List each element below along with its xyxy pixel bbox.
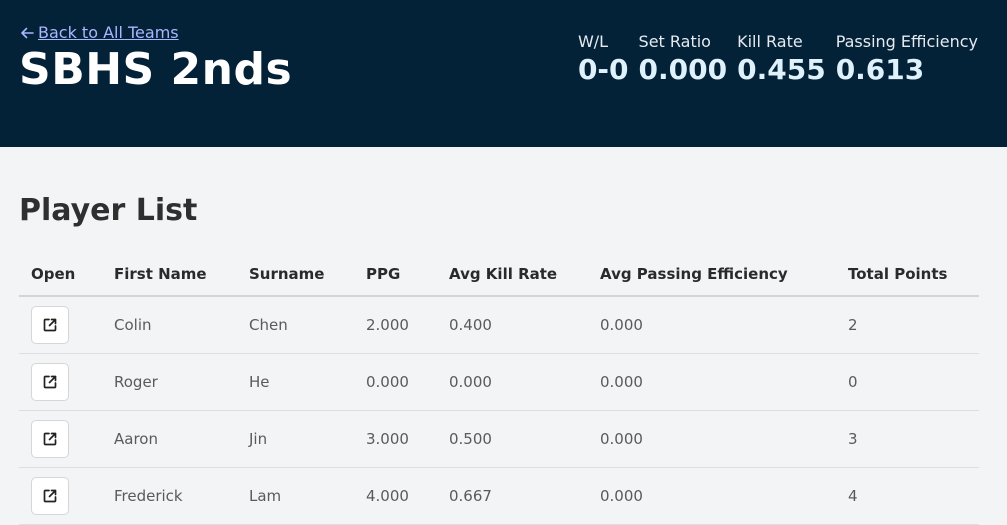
stat-passing-efficiency: Passing Efficiency 0.613 xyxy=(836,32,978,86)
external-link-icon xyxy=(43,375,57,389)
team-stats: W/L 0-0 Set Ratio 0.000 Kill Rate 0.455 … xyxy=(578,32,978,86)
avg-passing-efficiency-cell: 0.000 xyxy=(600,430,643,448)
open-player-button[interactable] xyxy=(31,306,69,344)
column-header-avg-kill-rate: Avg Kill Rate xyxy=(449,265,558,283)
table-row: Frederick Lam 4.000 0.667 0.000 4 xyxy=(19,468,979,525)
avg-passing-efficiency-cell: 0.000 xyxy=(600,316,643,334)
player-table: Open First Name Surname PPG Avg Kill Rat… xyxy=(19,253,979,525)
column-header-surname: Surname xyxy=(249,265,325,283)
surname-cell: Jin xyxy=(249,430,268,448)
stat-kill-rate: Kill Rate 0.455 xyxy=(737,32,826,86)
column-header-first-name: First Name xyxy=(114,265,207,283)
avg-kill-rate-cell: 0.000 xyxy=(449,373,492,391)
avg-kill-rate-cell: 0.500 xyxy=(449,430,492,448)
first-name-cell: Roger xyxy=(114,373,158,391)
open-player-button[interactable] xyxy=(31,363,69,401)
total-points-cell: 2 xyxy=(848,316,858,334)
total-points-cell: 3 xyxy=(848,430,858,448)
table-row: Aaron Jin 3.000 0.500 0.000 3 xyxy=(19,411,979,468)
first-name-cell: Colin xyxy=(114,316,152,334)
open-cell xyxy=(19,363,114,401)
stat-value: 0.455 xyxy=(737,53,826,86)
back-to-all-teams-link[interactable]: Back to All Teams xyxy=(19,23,179,42)
open-cell xyxy=(19,306,114,344)
first-name-cell: Aaron xyxy=(114,430,158,448)
column-header-open: Open xyxy=(31,265,76,283)
avg-passing-efficiency-cell: 0.000 xyxy=(600,487,643,505)
avg-kill-rate-cell: 0.667 xyxy=(449,487,492,505)
avg-passing-efficiency-cell: 0.000 xyxy=(600,373,643,391)
open-player-button[interactable] xyxy=(31,477,69,515)
team-title: SBHS 2nds xyxy=(19,44,293,95)
stat-value: 0-0 xyxy=(577,53,629,86)
stat-label: Kill Rate xyxy=(737,32,803,51)
column-header-total-points: Total Points xyxy=(848,265,948,283)
stat-set-ratio: Set Ratio 0.000 xyxy=(639,32,728,86)
table-row: Roger He 0.000 0.000 0.000 0 xyxy=(19,354,979,411)
open-cell xyxy=(19,420,114,458)
avg-kill-rate-cell: 0.400 xyxy=(449,316,492,334)
surname-cell: Chen xyxy=(249,316,288,334)
column-header-ppg: PPG xyxy=(366,265,401,283)
total-points-cell: 4 xyxy=(848,487,858,505)
ppg-cell: 4.000 xyxy=(366,487,409,505)
ppg-cell: 0.000 xyxy=(366,373,409,391)
arrow-left-icon xyxy=(21,27,34,38)
back-link-label: Back to All Teams xyxy=(38,23,179,42)
player-list-title: Player List xyxy=(19,193,198,228)
table-row: Colin Chen 2.000 0.400 0.000 2 xyxy=(19,297,979,354)
open-cell xyxy=(19,477,114,515)
external-link-icon xyxy=(43,489,57,503)
stat-label: W/L xyxy=(577,32,609,51)
external-link-icon xyxy=(43,432,57,446)
stat-wl: W/L 0-0 xyxy=(578,32,629,86)
stat-value: 0.000 xyxy=(638,53,728,86)
total-points-cell: 0 xyxy=(848,373,858,391)
ppg-cell: 3.000 xyxy=(366,430,409,448)
stat-label: Set Ratio xyxy=(638,32,711,51)
surname-cell: He xyxy=(249,373,270,391)
stat-value: 0.613 xyxy=(835,53,925,86)
open-player-button[interactable] xyxy=(31,420,69,458)
stat-label: Passing Efficiency xyxy=(835,32,978,51)
first-name-cell: Frederick xyxy=(114,487,183,505)
external-link-icon xyxy=(43,318,57,332)
surname-cell: Lam xyxy=(249,487,282,505)
column-header-avg-passing-efficiency: Avg Passing Efficiency xyxy=(600,265,788,283)
table-header: Open First Name Surname PPG Avg Kill Rat… xyxy=(19,253,979,297)
team-header: Back to All Teams SBHS 2nds W/L 0-0 Set … xyxy=(0,0,1007,147)
ppg-cell: 2.000 xyxy=(366,316,409,334)
